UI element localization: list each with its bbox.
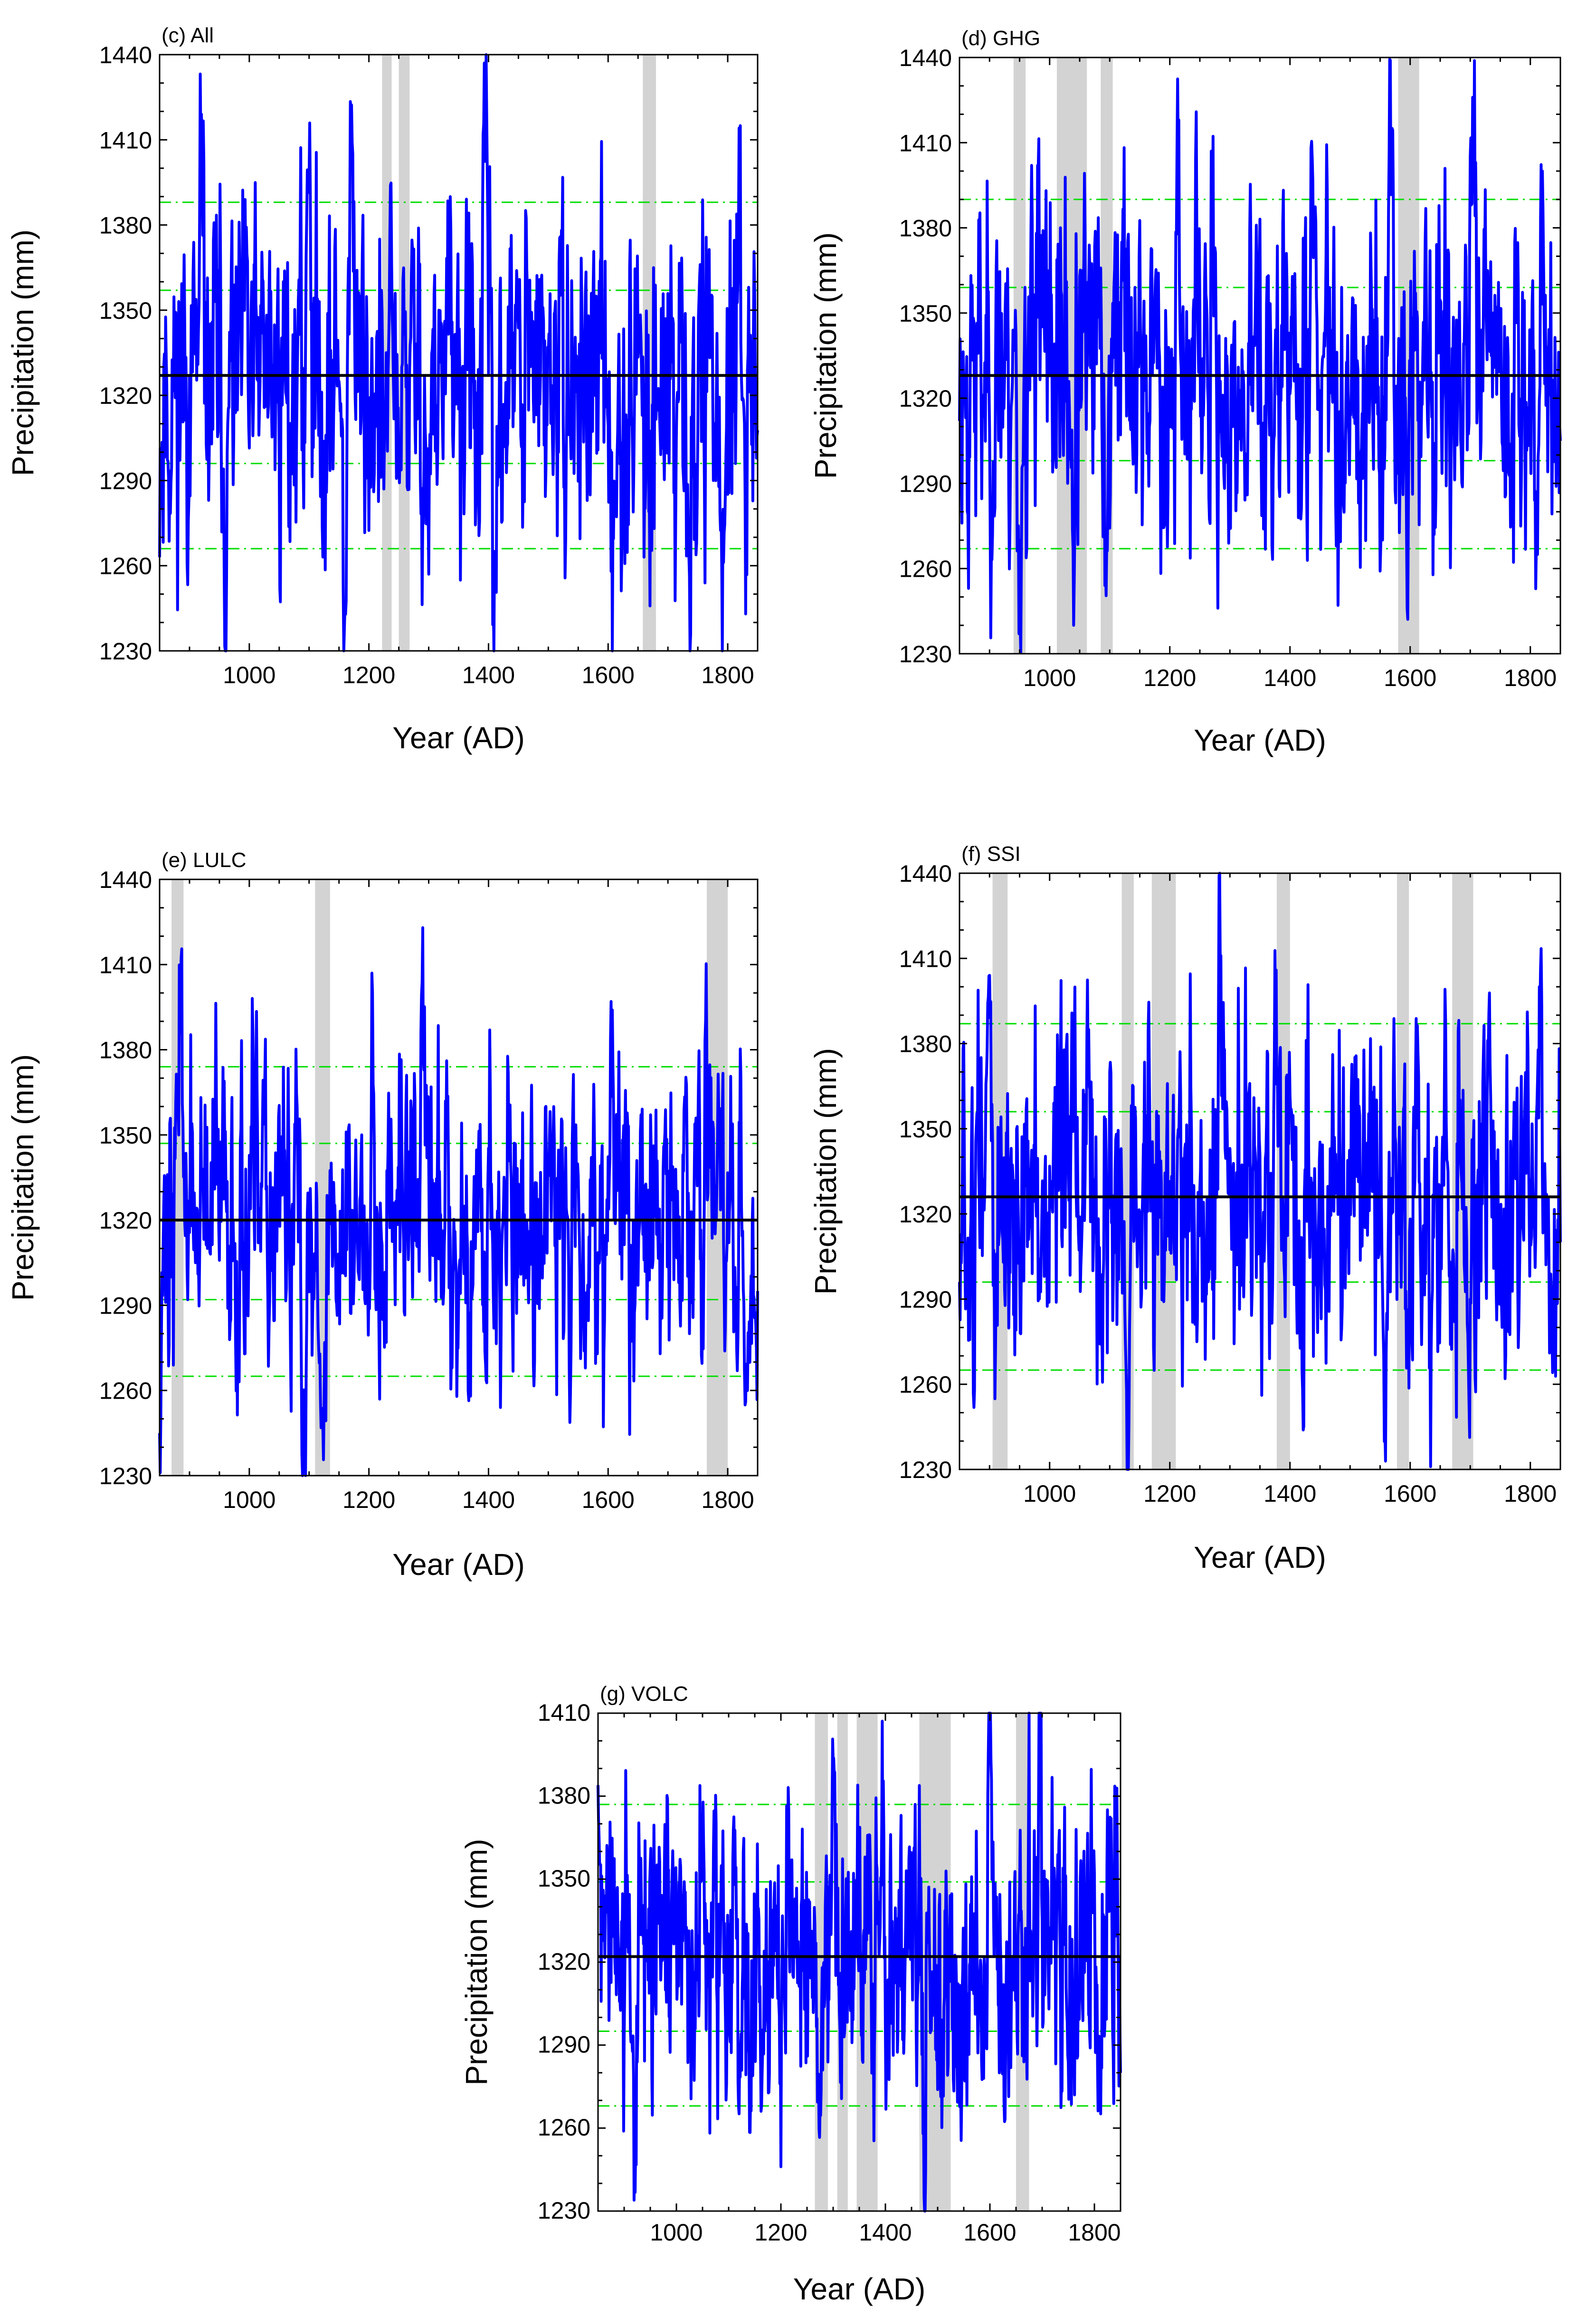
precipitation-series xyxy=(958,872,1562,1471)
x-tick-label: 1400 xyxy=(462,1487,515,1513)
y-tick-label: 1380 xyxy=(899,1031,952,1058)
y-tick-label: 1260 xyxy=(899,1372,952,1398)
y-tick-label: 1290 xyxy=(538,2031,590,2058)
y-tick-label: 1440 xyxy=(899,45,952,71)
y-tick-label: 1380 xyxy=(538,1783,590,1809)
y-tick-label: 1350 xyxy=(99,297,152,324)
x-axis-title: Year (AD) xyxy=(392,1547,525,1582)
y-tick-label: 1440 xyxy=(99,867,152,893)
y-tick-label: 1350 xyxy=(899,300,952,327)
y-tick-label: 1410 xyxy=(899,130,952,156)
precipitation-series xyxy=(158,53,759,652)
x-tick-label: 1800 xyxy=(701,662,754,688)
y-tick-label: 1260 xyxy=(538,2114,590,2141)
x-tick-label: 1200 xyxy=(754,2219,807,2246)
x-tick-label: 1000 xyxy=(650,2219,703,2246)
y-tick-label: 1410 xyxy=(899,945,952,972)
y-tick-label: 1380 xyxy=(99,1037,152,1064)
panel-title: (c) All xyxy=(162,24,214,47)
y-tick-label: 1230 xyxy=(538,2197,590,2224)
y-tick-label: 1230 xyxy=(99,1463,152,1489)
y-tick-label: 1260 xyxy=(99,1378,152,1404)
y-tick-label: 1320 xyxy=(538,1948,590,1975)
y-axis-title: Precipitation (mm) xyxy=(808,1048,843,1295)
y-tick-label: 1260 xyxy=(899,556,952,582)
y-tick-label: 1350 xyxy=(99,1122,152,1149)
y-tick-label: 1230 xyxy=(99,638,152,665)
x-tick-label: 1000 xyxy=(1023,1480,1076,1507)
panel-title: (f) SSI xyxy=(961,842,1021,866)
x-tick-label: 1600 xyxy=(582,1487,635,1513)
panel-f: 1000 1200 1400 1600 1800 1230 1260 1290 1320 1350… xyxy=(808,842,1562,1574)
x-tick-label: 1600 xyxy=(1384,665,1436,691)
y-tick-label: 1290 xyxy=(899,1286,952,1313)
x-axis-title: Year (AD) xyxy=(1194,723,1326,757)
x-tick-label: 1200 xyxy=(342,1487,395,1513)
x-tick-label: 1000 xyxy=(223,1487,276,1513)
y-tick-label: 1440 xyxy=(899,860,952,887)
y-axis-title: Precipitation (mm) xyxy=(6,229,40,476)
y-tick-label: 1410 xyxy=(538,1699,590,1726)
shaded-period xyxy=(399,55,410,651)
y-tick-label: 1410 xyxy=(99,127,152,153)
x-tick-label: 1600 xyxy=(1384,1480,1436,1507)
x-tick-label: 1600 xyxy=(582,662,635,688)
y-tick-label: 1260 xyxy=(99,553,152,580)
x-tick-label: 1400 xyxy=(462,662,515,688)
y-tick-label: 1350 xyxy=(899,1116,952,1143)
x-axis-title: Year (AD) xyxy=(793,2272,926,2306)
x-tick-label: 1800 xyxy=(1504,1480,1557,1507)
y-tick-label: 1320 xyxy=(99,1207,152,1234)
y-tick-label: 1440 xyxy=(99,42,152,68)
y-tick-label: 1230 xyxy=(899,641,952,667)
y-tick-label: 1320 xyxy=(899,385,952,412)
panel-title: (g) VOLC xyxy=(600,1682,688,1706)
x-tick-label: 1400 xyxy=(1264,665,1316,691)
panel-d: 1000 1200 1400 1600 1800 1230 1260 1290 1320 1350… xyxy=(808,27,1562,757)
y-tick-label: 1290 xyxy=(899,470,952,497)
panel-title: (d) GHG xyxy=(961,27,1040,50)
panel-g: 1000 1200 1400 1600 1800 1230 1260 1290 1320 1350… xyxy=(459,1682,1122,2306)
x-tick-label: 1800 xyxy=(1504,665,1557,691)
y-tick-label: 1380 xyxy=(99,212,152,239)
y-tick-label: 1380 xyxy=(899,215,952,242)
shaded-period xyxy=(315,879,330,1476)
x-tick-label: 1400 xyxy=(1264,1480,1316,1507)
y-tick-label: 1410 xyxy=(99,952,152,978)
x-axis-title: Year (AD) xyxy=(1194,1540,1326,1574)
x-axis-title: Year (AD) xyxy=(392,721,525,755)
y-axis-title: Precipitation (mm) xyxy=(459,1839,494,2085)
x-tick-label: 1800 xyxy=(701,1487,754,1513)
y-tick-label: 1230 xyxy=(899,1457,952,1483)
x-tick-label: 1000 xyxy=(223,662,276,688)
precipitation-series xyxy=(958,57,1562,655)
x-tick-label: 1600 xyxy=(963,2219,1016,2246)
y-axis-title: Precipitation (mm) xyxy=(6,1054,40,1301)
y-tick-label: 1350 xyxy=(538,1865,590,1892)
x-tick-label: 1200 xyxy=(1143,665,1196,691)
y-axis-title: Precipitation (mm) xyxy=(808,232,843,479)
y-tick-label: 1320 xyxy=(99,382,152,409)
x-tick-label: 1200 xyxy=(1143,1480,1196,1507)
y-tick-label: 1320 xyxy=(899,1201,952,1228)
x-tick-label: 1800 xyxy=(1068,2219,1121,2246)
x-tick-label: 1400 xyxy=(859,2219,912,2246)
y-tick-label: 1290 xyxy=(99,1292,152,1319)
y-tick-label: 1290 xyxy=(99,467,152,494)
panel-title: (e) LULC xyxy=(162,849,247,872)
x-tick-label: 1000 xyxy=(1023,665,1076,691)
panel-e: 1000 1200 1400 1600 1800 1230 1260 1290 1320 1350… xyxy=(6,849,759,1582)
panel-c: 1000 1200 1400 1600 1800 1230 1260 1290 1320 1350… xyxy=(6,24,759,755)
x-tick-label: 1200 xyxy=(342,662,395,688)
